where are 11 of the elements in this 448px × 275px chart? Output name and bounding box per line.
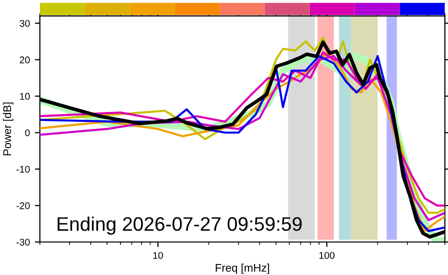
annotation: Ending 2026-07-27 09:59:59: [58, 216, 302, 235]
y-tick-label: 0: [25, 129, 30, 136]
y-tick-label: -10: [16, 166, 30, 173]
x-tick-label: 100: [319, 252, 335, 259]
y-tick-label: -20: [16, 202, 30, 210]
y-tick-label: 30: [20, 20, 30, 27]
x-axis-title: Freq [mHz]: [216, 264, 270, 274]
y-tick-label: 20: [20, 56, 30, 64]
y-tick-label: 10: [20, 92, 30, 100]
y-axis-title: Power [dB]: [2, 102, 14, 156]
y-tick-label: -30: [16, 238, 30, 246]
